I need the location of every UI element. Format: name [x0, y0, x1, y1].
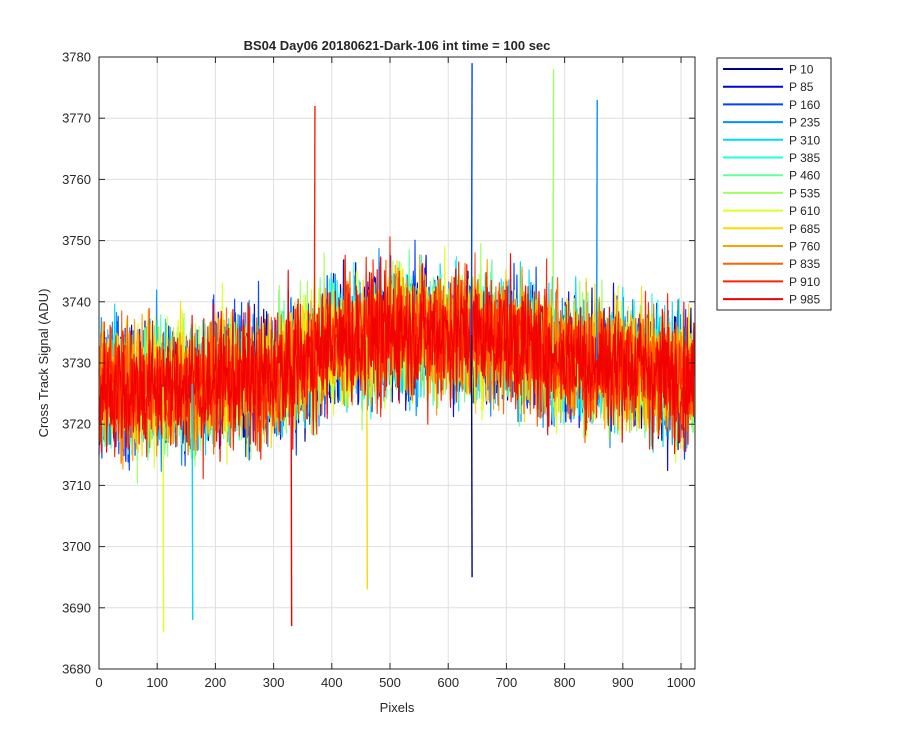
legend-label: P 685 — [789, 222, 820, 236]
y-tick-label: 3690 — [62, 600, 91, 615]
series-spike — [191, 383, 194, 621]
series-spike — [552, 69, 555, 354]
x-tick-label: 800 — [554, 675, 576, 690]
y-tick-label: 3740 — [62, 294, 91, 309]
series-spike — [313, 105, 316, 354]
x-tick-label: 200 — [205, 675, 227, 690]
y-axis-label: Cross Track Signal (ADU) — [36, 289, 51, 438]
series-spike — [366, 337, 369, 590]
series-spike — [470, 334, 473, 578]
series-spike — [470, 63, 473, 335]
legend-box — [716, 57, 832, 311]
y-tick-label: 3750 — [62, 233, 91, 248]
y-tick-label: 3730 — [62, 356, 91, 371]
x-tick-label: 100 — [146, 675, 168, 690]
legend-label: P 835 — [789, 257, 820, 271]
x-tick-label: 400 — [321, 675, 343, 690]
legend-label: P 160 — [789, 98, 820, 112]
y-tick-label: 3720 — [62, 417, 91, 432]
series-lines — [98, 63, 695, 633]
x-tick-label: 500 — [379, 675, 401, 690]
legend-label: P 85 — [789, 80, 814, 94]
y-tick-label: 3770 — [62, 111, 91, 126]
series-spike — [595, 99, 598, 361]
legend-label: P 760 — [789, 240, 820, 254]
y-tick-label: 3700 — [62, 539, 91, 554]
series-spike — [162, 386, 165, 633]
legend-label: P 910 — [789, 275, 820, 289]
chart-title: BS04 Day06 20180621-Dark-106 int time = … — [244, 38, 551, 53]
x-axis-label: Pixels — [380, 700, 415, 715]
series-spike — [290, 366, 293, 627]
legend-label: P 460 — [789, 169, 820, 183]
x-tick-label: 900 — [612, 675, 634, 690]
x-tick-label: 600 — [437, 675, 459, 690]
legend-label: P 385 — [789, 151, 820, 165]
legend-label: P 10 — [789, 63, 814, 77]
legend-label: P 985 — [789, 293, 820, 307]
y-tick-label: 3710 — [62, 478, 91, 493]
x-tick-label: 300 — [263, 675, 285, 690]
y-tick-label: 3780 — [62, 50, 91, 65]
legend-label: P 535 — [789, 186, 820, 200]
legend-label: P 310 — [789, 133, 820, 147]
series-line — [98, 253, 695, 462]
legend-label: P 235 — [789, 116, 820, 130]
x-tick-label: 1000 — [667, 675, 696, 690]
y-tick-label: 3760 — [62, 172, 91, 187]
x-tick-label: 700 — [496, 675, 518, 690]
legend: P 10 P 85 P 160 P 235 P 310 P 385 P 460 P 535 P … — [716, 57, 832, 311]
x-tick-label: 0 — [95, 675, 102, 690]
y-tick-label: 3680 — [62, 662, 91, 677]
legend-label: P 610 — [789, 204, 820, 218]
axis-ticks: 0 100 200 300 400 500 600 700 800 900 1000 3680 3690… — [62, 50, 695, 691]
